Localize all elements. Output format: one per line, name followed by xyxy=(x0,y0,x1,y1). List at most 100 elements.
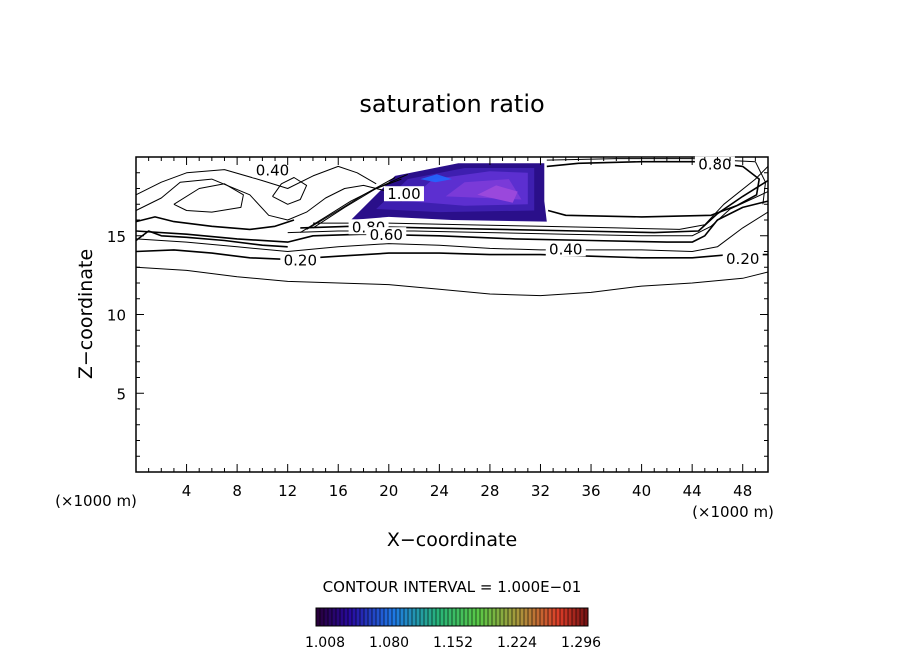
contour-line xyxy=(135,249,768,261)
colorbar-cell xyxy=(344,608,348,626)
colorbar-cell xyxy=(580,608,584,626)
x-tick-labels: 4 8 12 16 20 24 28 32 36 40 44 48 xyxy=(182,482,752,500)
x-tick-label: 8 xyxy=(232,482,242,500)
colorbar-cell xyxy=(332,608,336,626)
colorbar-cell xyxy=(420,608,424,626)
colorbar-cell xyxy=(584,608,588,626)
colorbar-cell xyxy=(488,608,492,626)
contour-line xyxy=(135,216,295,231)
colorbar-cell xyxy=(496,608,500,626)
colorbar-cell xyxy=(336,608,340,626)
colorbar-cell xyxy=(380,608,384,626)
x-tick-label: 44 xyxy=(683,482,702,500)
x-tick-label: 12 xyxy=(278,482,297,500)
colorbar-cell xyxy=(464,608,468,626)
colorbar-tick-label: 1.296 xyxy=(561,635,601,651)
y-tick-labels: 5 10 15 xyxy=(107,228,126,404)
contour-label-bg xyxy=(383,186,424,202)
colorbar-cell xyxy=(348,608,352,626)
colorbar-cell xyxy=(556,608,560,626)
colorbar-cell xyxy=(384,608,388,626)
colorbar-tick-label: 1.152 xyxy=(433,635,473,651)
contour-line xyxy=(300,178,402,234)
x-tick-label: 24 xyxy=(430,482,449,500)
contour-line xyxy=(313,166,769,230)
y-tick-label: 5 xyxy=(116,385,126,403)
colorbar-cell xyxy=(452,608,456,626)
colorbar: 1.008 1.080 1.152 1.224 1.296 xyxy=(305,607,601,651)
contour-line xyxy=(306,177,396,230)
contour-label: 0.20 xyxy=(284,251,317,269)
contour-label: 0.80 xyxy=(698,155,731,173)
colorbar-cell xyxy=(456,608,460,626)
colorbar-cell xyxy=(540,608,544,626)
colorbar-cell xyxy=(480,608,484,626)
colorbar-cell xyxy=(504,608,508,626)
y-tick-label: 10 xyxy=(107,307,126,325)
shaded-band xyxy=(477,185,518,203)
chart-title: saturation ratio xyxy=(359,90,544,118)
contour-line xyxy=(300,179,769,234)
colorbar-frame xyxy=(315,607,589,627)
colorbar-cell xyxy=(368,608,372,626)
colorbar-cell xyxy=(416,608,420,626)
x-tick-label: 4 xyxy=(182,482,192,500)
colorbar-cell xyxy=(408,608,412,626)
colorbar-cell xyxy=(484,608,488,626)
contour-label: 0.40 xyxy=(549,240,582,258)
contour-label-bg xyxy=(722,250,763,266)
x-tick-label: 16 xyxy=(329,482,348,500)
colorbar-tick-label: 1.008 xyxy=(305,635,345,651)
shaded-band xyxy=(420,174,452,183)
colorbar-cell xyxy=(320,608,324,626)
colorbar-cell xyxy=(472,608,476,626)
plot-area: 0.400.801.000.800.600.400.200.20 xyxy=(135,155,769,473)
x-tick-label: 36 xyxy=(581,482,600,500)
colorbar-cell xyxy=(440,608,444,626)
colorbar-cell xyxy=(548,608,552,626)
y-tick-label: 15 xyxy=(107,228,126,246)
colorbar-cell xyxy=(316,608,320,626)
colorbar-cell xyxy=(432,608,436,626)
axis-ticks xyxy=(136,157,768,472)
colorbar-cell xyxy=(388,608,392,626)
colorbar-cell xyxy=(448,608,452,626)
colorbar-cell xyxy=(412,608,416,626)
colorbar-cell xyxy=(568,608,572,626)
colorbar-cell xyxy=(356,608,360,626)
x-tick-label: 20 xyxy=(379,482,398,500)
contour-label: 1.00 xyxy=(387,185,420,203)
y-axis-label: Z−coordinate xyxy=(75,249,97,379)
contour-labels: 0.400.801.000.800.600.400.200.20 xyxy=(252,155,763,269)
contour-line xyxy=(135,200,769,243)
colorbar-labels: 1.008 1.080 1.152 1.224 1.296 xyxy=(305,635,601,651)
contour-label-bg xyxy=(252,162,293,178)
contour-label-bg xyxy=(545,241,586,257)
colorbar-cell xyxy=(544,608,548,626)
colorbar-cell xyxy=(524,608,528,626)
contour-line xyxy=(135,230,288,248)
colorbar-cell xyxy=(328,608,332,626)
contour-line xyxy=(272,177,308,205)
colorbar-cell xyxy=(564,608,568,626)
colorbar-cell xyxy=(560,608,564,626)
contour-label: 0.40 xyxy=(256,162,289,180)
x-unit-label-left: (×1000 m) xyxy=(55,492,137,510)
colorbar-tick-label: 1.080 xyxy=(369,635,409,651)
colorbar-cell xyxy=(532,608,536,626)
colorbar-cell xyxy=(392,608,396,626)
x-tick-label: 40 xyxy=(632,482,651,500)
colorbar-cell xyxy=(424,608,428,626)
colorbar-cell xyxy=(340,608,344,626)
colorbar-cell xyxy=(500,608,504,626)
contour-label: 0.20 xyxy=(726,250,759,268)
contour-line xyxy=(135,165,377,196)
colorbar-cell xyxy=(460,608,464,626)
contour-line xyxy=(312,173,409,229)
contour-line xyxy=(546,160,761,218)
x-tick-label: 48 xyxy=(733,482,752,500)
colorbar-cell xyxy=(468,608,472,626)
colorbar-cell xyxy=(376,608,380,626)
colorbar-cell xyxy=(436,608,440,626)
